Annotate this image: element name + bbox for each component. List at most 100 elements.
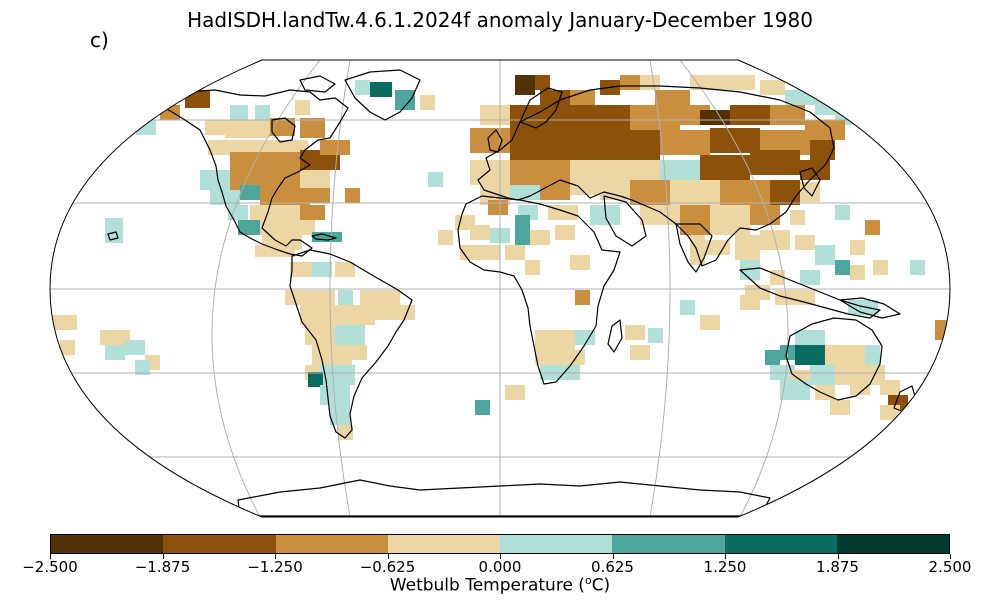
anomaly-cell: [125, 340, 145, 355]
anomaly-cell: [830, 400, 850, 415]
anomaly-cell: [575, 290, 590, 305]
coastline-australia: [785, 317, 883, 401]
anomaly-cell: [935, 320, 950, 340]
anomaly-cell: [475, 400, 490, 415]
anomaly-cell: [230, 105, 248, 120]
anomaly-cell: [535, 350, 555, 365]
colorbar-segment: [51, 535, 164, 553]
anomaly-cell: [765, 350, 780, 365]
anomaly-cell: [300, 170, 330, 190]
anomaly-cell: [570, 160, 610, 180]
anomaly-cell: [575, 330, 595, 345]
anomaly-cell: [620, 75, 640, 90]
anomaly-cell: [835, 260, 850, 275]
anomaly-cell: [355, 80, 370, 95]
longitude-line: [211, 60, 321, 517]
anomaly-cell: [730, 105, 770, 125]
longitude-line: [679, 60, 789, 517]
anomaly-cell: [136, 120, 156, 135]
anomaly-cell: [710, 75, 735, 90]
anomaly-cell: [555, 350, 585, 365]
anomaly-cell: [570, 180, 600, 195]
anomaly-cell: [485, 245, 500, 260]
anomaly-cell: [255, 245, 295, 257]
anomaly-cell: [590, 130, 660, 160]
anomaly-cell: [735, 75, 755, 90]
anomaly-cell: [335, 262, 355, 277]
colorbar-segment: [724, 535, 837, 553]
graticule: [50, 60, 950, 517]
anomaly-cell: [865, 220, 880, 235]
anomaly-cell: [810, 140, 835, 160]
anomaly-cell: [865, 345, 880, 365]
anomaly-cell: [525, 260, 540, 275]
coastline-south-america: [289, 249, 413, 439]
colorbar-tick: [950, 554, 951, 559]
anomaly-cell: [250, 205, 300, 220]
colorbar-tick-label: −1.875: [134, 558, 191, 576]
anomaly-cell: [710, 128, 760, 153]
coastline-scandinavia: [519, 87, 563, 129]
anomaly-cell: [670, 180, 720, 205]
anomaly-cell: [775, 290, 815, 305]
anomaly-cell: [200, 170, 230, 190]
coastline-arctic-islands: [299, 75, 336, 93]
anomaly-cell: [690, 75, 710, 90]
anomaly-cell: [308, 372, 323, 387]
colorbar-label: Wetbulb Temperature (oC): [0, 574, 1000, 596]
anomaly-cell: [848, 300, 878, 315]
colorbar-tick: [163, 554, 164, 559]
anomaly-cell: [800, 160, 830, 180]
coastline-greenland: [344, 69, 421, 121]
anomaly-cell: [345, 188, 360, 203]
coastline-africa: [457, 195, 621, 385]
anomaly-cell: [470, 225, 490, 240]
anomaly-cell: [268, 140, 308, 155]
colorbar-tick-label: −1.250: [247, 558, 303, 576]
coastline-eurasia: [477, 85, 835, 267]
anomaly-cell: [135, 360, 150, 375]
anomaly-cell: [825, 345, 865, 365]
map-border: [49, 59, 951, 518]
anomaly-cell: [630, 105, 680, 130]
anomaly-cell: [655, 90, 690, 105]
world-map: [49, 59, 951, 518]
anomaly-cell: [240, 185, 260, 200]
colorbar-tick-label: 1.250: [703, 558, 747, 576]
coastline-antarctica: [237, 479, 771, 517]
anomaly-cell: [680, 300, 695, 315]
anomaly-cell: [710, 205, 750, 235]
anomaly-cell: [310, 188, 330, 203]
colorbar-tick: [613, 554, 614, 559]
anomaly-cell: [700, 315, 720, 330]
anomaly-cell: [515, 75, 535, 95]
colorbar-tick: [725, 554, 726, 559]
anomaly-cell: [228, 205, 248, 220]
anomaly-cell: [535, 330, 575, 350]
anomaly-cell: [880, 405, 900, 420]
anomaly-cell: [750, 205, 780, 225]
anomaly-cell: [470, 160, 510, 185]
anomaly-cell: [590, 205, 620, 225]
anomaly-cell: [100, 330, 130, 345]
coastlines: [107, 69, 917, 517]
colorbar-tick: [500, 554, 501, 559]
anomaly-cell: [700, 155, 750, 180]
anomaly-cell: [770, 180, 800, 205]
coastline-japan: [799, 167, 821, 197]
coastline-madagascar: [607, 319, 623, 353]
anomaly-cell: [315, 290, 335, 305]
anomaly-cell: [300, 118, 325, 138]
anomaly-cell: [352, 345, 367, 360]
anomaly-cell: [810, 365, 835, 385]
coastline-north-america: [159, 89, 349, 257]
colorbar-segment: [500, 535, 613, 553]
anomaly-cell: [535, 75, 550, 90]
anomaly-cell: [488, 200, 508, 215]
anomaly-grid-cells: [52, 75, 950, 440]
colorbar-segment: [387, 535, 500, 553]
colorbar-tick: [388, 554, 389, 559]
anomaly-cell: [300, 220, 315, 235]
anomaly-cell: [660, 130, 710, 155]
colorbar-segment: [836, 535, 949, 553]
